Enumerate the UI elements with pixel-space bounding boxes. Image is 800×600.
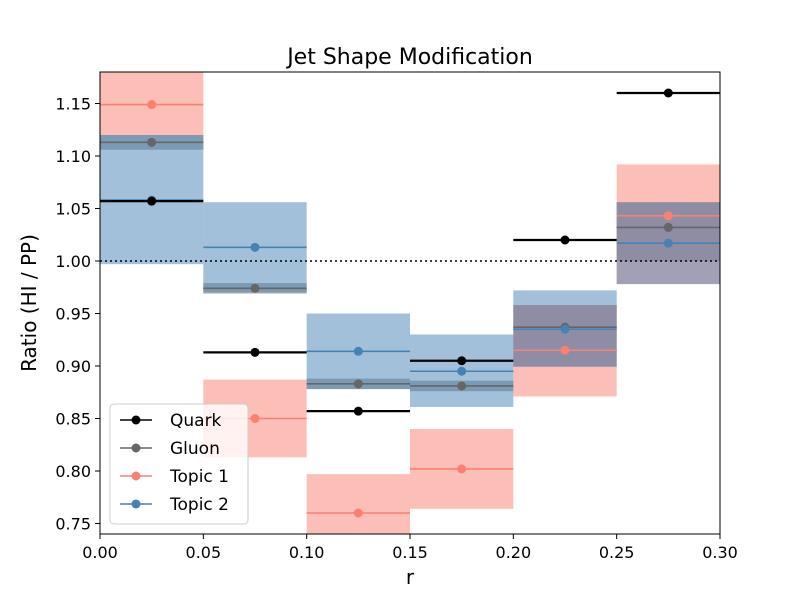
y-tick-label: 1.00 xyxy=(55,252,91,271)
x-tick-label: 0.20 xyxy=(496,543,532,562)
y-tick-label: 1.10 xyxy=(55,147,91,166)
quark-point-5 xyxy=(663,88,673,98)
topic-1-point-4 xyxy=(560,345,570,355)
x-tick-label: 0.05 xyxy=(186,543,222,562)
x-tick-label: 0.30 xyxy=(702,543,738,562)
topic-1-point-5 xyxy=(663,211,673,221)
x-tick-label: 0.10 xyxy=(289,543,325,562)
topic-2-point-1 xyxy=(250,242,260,252)
topic-2-point-4 xyxy=(560,324,570,334)
x-axis: 0.00 0.05 0.10 0.15 0.20 0.25 0.30 xyxy=(82,534,738,562)
series-layer xyxy=(100,88,720,518)
gluon-point-2 xyxy=(353,379,363,389)
topic-1-band-2 xyxy=(306,474,410,534)
legend-swatch-marker-topic-1 xyxy=(131,471,141,481)
topic-2-point-2 xyxy=(353,346,363,356)
gluon-point-3 xyxy=(457,381,467,391)
legend-swatch-marker-gluon xyxy=(131,443,141,453)
topic-1-point-1 xyxy=(250,414,260,423)
legend: Quark Gluon Topic 1 Topic 2 xyxy=(109,403,249,525)
quark-point-1 xyxy=(250,347,260,357)
x-tick-label: 0.15 xyxy=(392,543,428,562)
legend-label-gluon: Gluon xyxy=(170,439,220,459)
legend-swatch-marker-topic-2 xyxy=(131,499,141,509)
quark-point-3 xyxy=(457,356,467,366)
legend-box xyxy=(109,403,249,525)
chart-title: Jet Shape Modification xyxy=(285,45,533,70)
y-tick-label: 1.15 xyxy=(55,95,91,114)
topic-1-band-0 xyxy=(100,72,204,135)
y-axis: 0.75 0.80 0.85 0.90 0.95 1.00 1.05 1.10 1.15 xyxy=(55,95,100,534)
gluon-point-5 xyxy=(663,222,673,232)
y-tick-label: 0.95 xyxy=(55,305,91,324)
legend-label-topic-2: Topic 2 xyxy=(169,495,229,515)
y-tick-label: 0.90 xyxy=(55,357,91,376)
topic-1-point-2 xyxy=(353,508,363,518)
y-tick-label: 0.75 xyxy=(55,515,91,534)
x-tick-label: 0.25 xyxy=(599,543,635,562)
quark-point-0 xyxy=(147,196,157,206)
gluon-point-0 xyxy=(147,137,157,147)
topic-1-point-3 xyxy=(457,464,467,474)
x-axis-label: r xyxy=(406,565,415,589)
quark-point-2 xyxy=(353,406,363,416)
legend-label-topic-1: Topic 1 xyxy=(169,467,229,487)
legend-label-quark: Quark xyxy=(170,411,222,431)
y-axis-label: Ratio (HI / PP) xyxy=(17,234,41,372)
quark-point-4 xyxy=(560,235,570,245)
y-tick-label: 1.05 xyxy=(55,200,91,219)
topic-2-point-5 xyxy=(663,238,673,248)
topic-2-point-3 xyxy=(457,366,467,376)
x-tick-label: 0.00 xyxy=(82,543,118,562)
y-tick-label: 0.85 xyxy=(55,410,91,429)
gluon-point-1 xyxy=(250,283,260,293)
topic-1-point-0 xyxy=(147,100,157,110)
legend-swatch-marker-quark xyxy=(131,415,141,425)
y-tick-label: 0.80 xyxy=(55,462,91,481)
